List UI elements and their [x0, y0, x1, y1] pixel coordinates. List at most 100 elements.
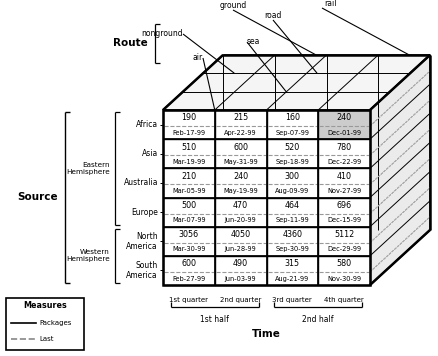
Bar [318, 168, 370, 198]
Bar [266, 227, 318, 256]
Text: Mar-30-99: Mar-30-99 [172, 246, 205, 252]
Text: nonground: nonground [141, 30, 183, 38]
Text: Aug-09-99: Aug-09-99 [275, 188, 310, 194]
Text: Eastern
Hemisphere: Eastern Hemisphere [66, 162, 110, 175]
Text: 3056: 3056 [179, 230, 199, 239]
Bar [163, 256, 215, 285]
Text: Nov-30-99: Nov-30-99 [327, 276, 361, 282]
Bar [318, 198, 370, 227]
Text: Africa: Africa [136, 120, 158, 129]
Bar [318, 227, 370, 256]
Text: Mar-05-99: Mar-05-99 [172, 188, 206, 194]
Text: Measures: Measures [23, 300, 67, 309]
Text: South
America: South America [127, 261, 158, 280]
Text: road: road [264, 11, 282, 20]
Bar [163, 139, 215, 168]
Text: Dec-01-99: Dec-01-99 [327, 130, 361, 136]
Bar [163, 227, 215, 256]
Bar [163, 168, 215, 198]
Text: 4360: 4360 [283, 230, 302, 239]
Text: Western
Hemisphere: Western Hemisphere [66, 249, 110, 262]
Text: Apr-22-99: Apr-22-99 [224, 130, 257, 136]
Text: 2nd quarter: 2nd quarter [220, 297, 261, 303]
Text: Feb-17-99: Feb-17-99 [172, 130, 205, 136]
Text: 4050: 4050 [230, 230, 251, 239]
Text: 240: 240 [336, 113, 352, 122]
Text: Nov-27-99: Nov-27-99 [327, 188, 361, 194]
Text: 490: 490 [233, 259, 248, 268]
Text: 600: 600 [233, 142, 248, 152]
Text: 190: 190 [181, 113, 196, 122]
Text: Europe: Europe [131, 208, 158, 216]
Text: North
America: North America [127, 231, 158, 251]
Text: rail: rail [324, 0, 336, 8]
Text: 2nd half: 2nd half [303, 315, 334, 324]
Text: Sep-18-99: Sep-18-99 [276, 159, 309, 165]
Text: Jun-20-99: Jun-20-99 [225, 217, 257, 223]
Text: Mar-07-99: Mar-07-99 [172, 217, 206, 223]
Text: 600: 600 [181, 259, 196, 268]
Text: 410: 410 [337, 172, 352, 181]
Bar [318, 110, 370, 139]
Bar [163, 198, 215, 227]
Bar [215, 168, 266, 198]
Bar [215, 198, 266, 227]
Text: 315: 315 [285, 259, 300, 268]
Bar [266, 198, 318, 227]
Text: Aug-21-99: Aug-21-99 [275, 276, 310, 282]
Text: Feb-27-99: Feb-27-99 [172, 276, 205, 282]
Bar [6, 298, 84, 350]
Text: 580: 580 [336, 259, 352, 268]
Text: ground: ground [219, 1, 247, 10]
Bar [266, 168, 318, 198]
Text: 240: 240 [233, 172, 248, 181]
Text: 470: 470 [233, 201, 248, 210]
Text: 520: 520 [285, 142, 300, 152]
Text: 4th quarter: 4th quarter [324, 297, 364, 303]
Text: Australia: Australia [124, 178, 158, 187]
Text: 1st quarter: 1st quarter [170, 297, 208, 303]
Text: 1st half: 1st half [200, 315, 229, 324]
Bar [318, 139, 370, 168]
Text: Mar-19-99: Mar-19-99 [172, 159, 205, 165]
Text: Dec-29-99: Dec-29-99 [327, 246, 361, 252]
Text: Jun-28-99: Jun-28-99 [225, 246, 257, 252]
Text: Dec-15-99: Dec-15-99 [327, 217, 361, 223]
Text: Asia: Asia [142, 149, 158, 158]
Text: Last: Last [39, 336, 53, 341]
Text: 5112: 5112 [334, 230, 354, 239]
Text: 215: 215 [233, 113, 248, 122]
Text: Packages: Packages [39, 320, 71, 326]
Text: 300: 300 [285, 172, 300, 181]
Text: 160: 160 [285, 113, 300, 122]
Polygon shape [370, 55, 430, 285]
Text: Sep-07-99: Sep-07-99 [276, 130, 309, 136]
Text: May-31-99: May-31-99 [223, 159, 258, 165]
Bar [266, 139, 318, 168]
Text: 780: 780 [336, 142, 352, 152]
Text: 500: 500 [181, 201, 196, 210]
Bar [215, 227, 266, 256]
Text: Sep-11-99: Sep-11-99 [276, 217, 309, 223]
Bar [266, 256, 318, 285]
Bar [163, 110, 215, 139]
Text: 510: 510 [181, 142, 196, 152]
Text: Sep-30-99: Sep-30-99 [276, 246, 309, 252]
Bar [215, 110, 266, 139]
Text: sea: sea [247, 37, 260, 47]
Polygon shape [163, 55, 430, 110]
Text: May-19-99: May-19-99 [223, 188, 258, 194]
Text: Dec-22-99: Dec-22-99 [327, 159, 361, 165]
Text: Source: Source [18, 193, 58, 203]
Text: 3rd quarter: 3rd quarter [272, 297, 312, 303]
Text: Route: Route [113, 38, 148, 48]
Text: 210: 210 [181, 172, 196, 181]
Bar [215, 139, 266, 168]
Text: 696: 696 [336, 201, 352, 210]
Text: 464: 464 [285, 201, 300, 210]
Bar [266, 110, 318, 139]
Text: air: air [193, 53, 203, 63]
Text: Time: Time [252, 329, 281, 339]
Bar [163, 110, 370, 285]
Bar [318, 256, 370, 285]
